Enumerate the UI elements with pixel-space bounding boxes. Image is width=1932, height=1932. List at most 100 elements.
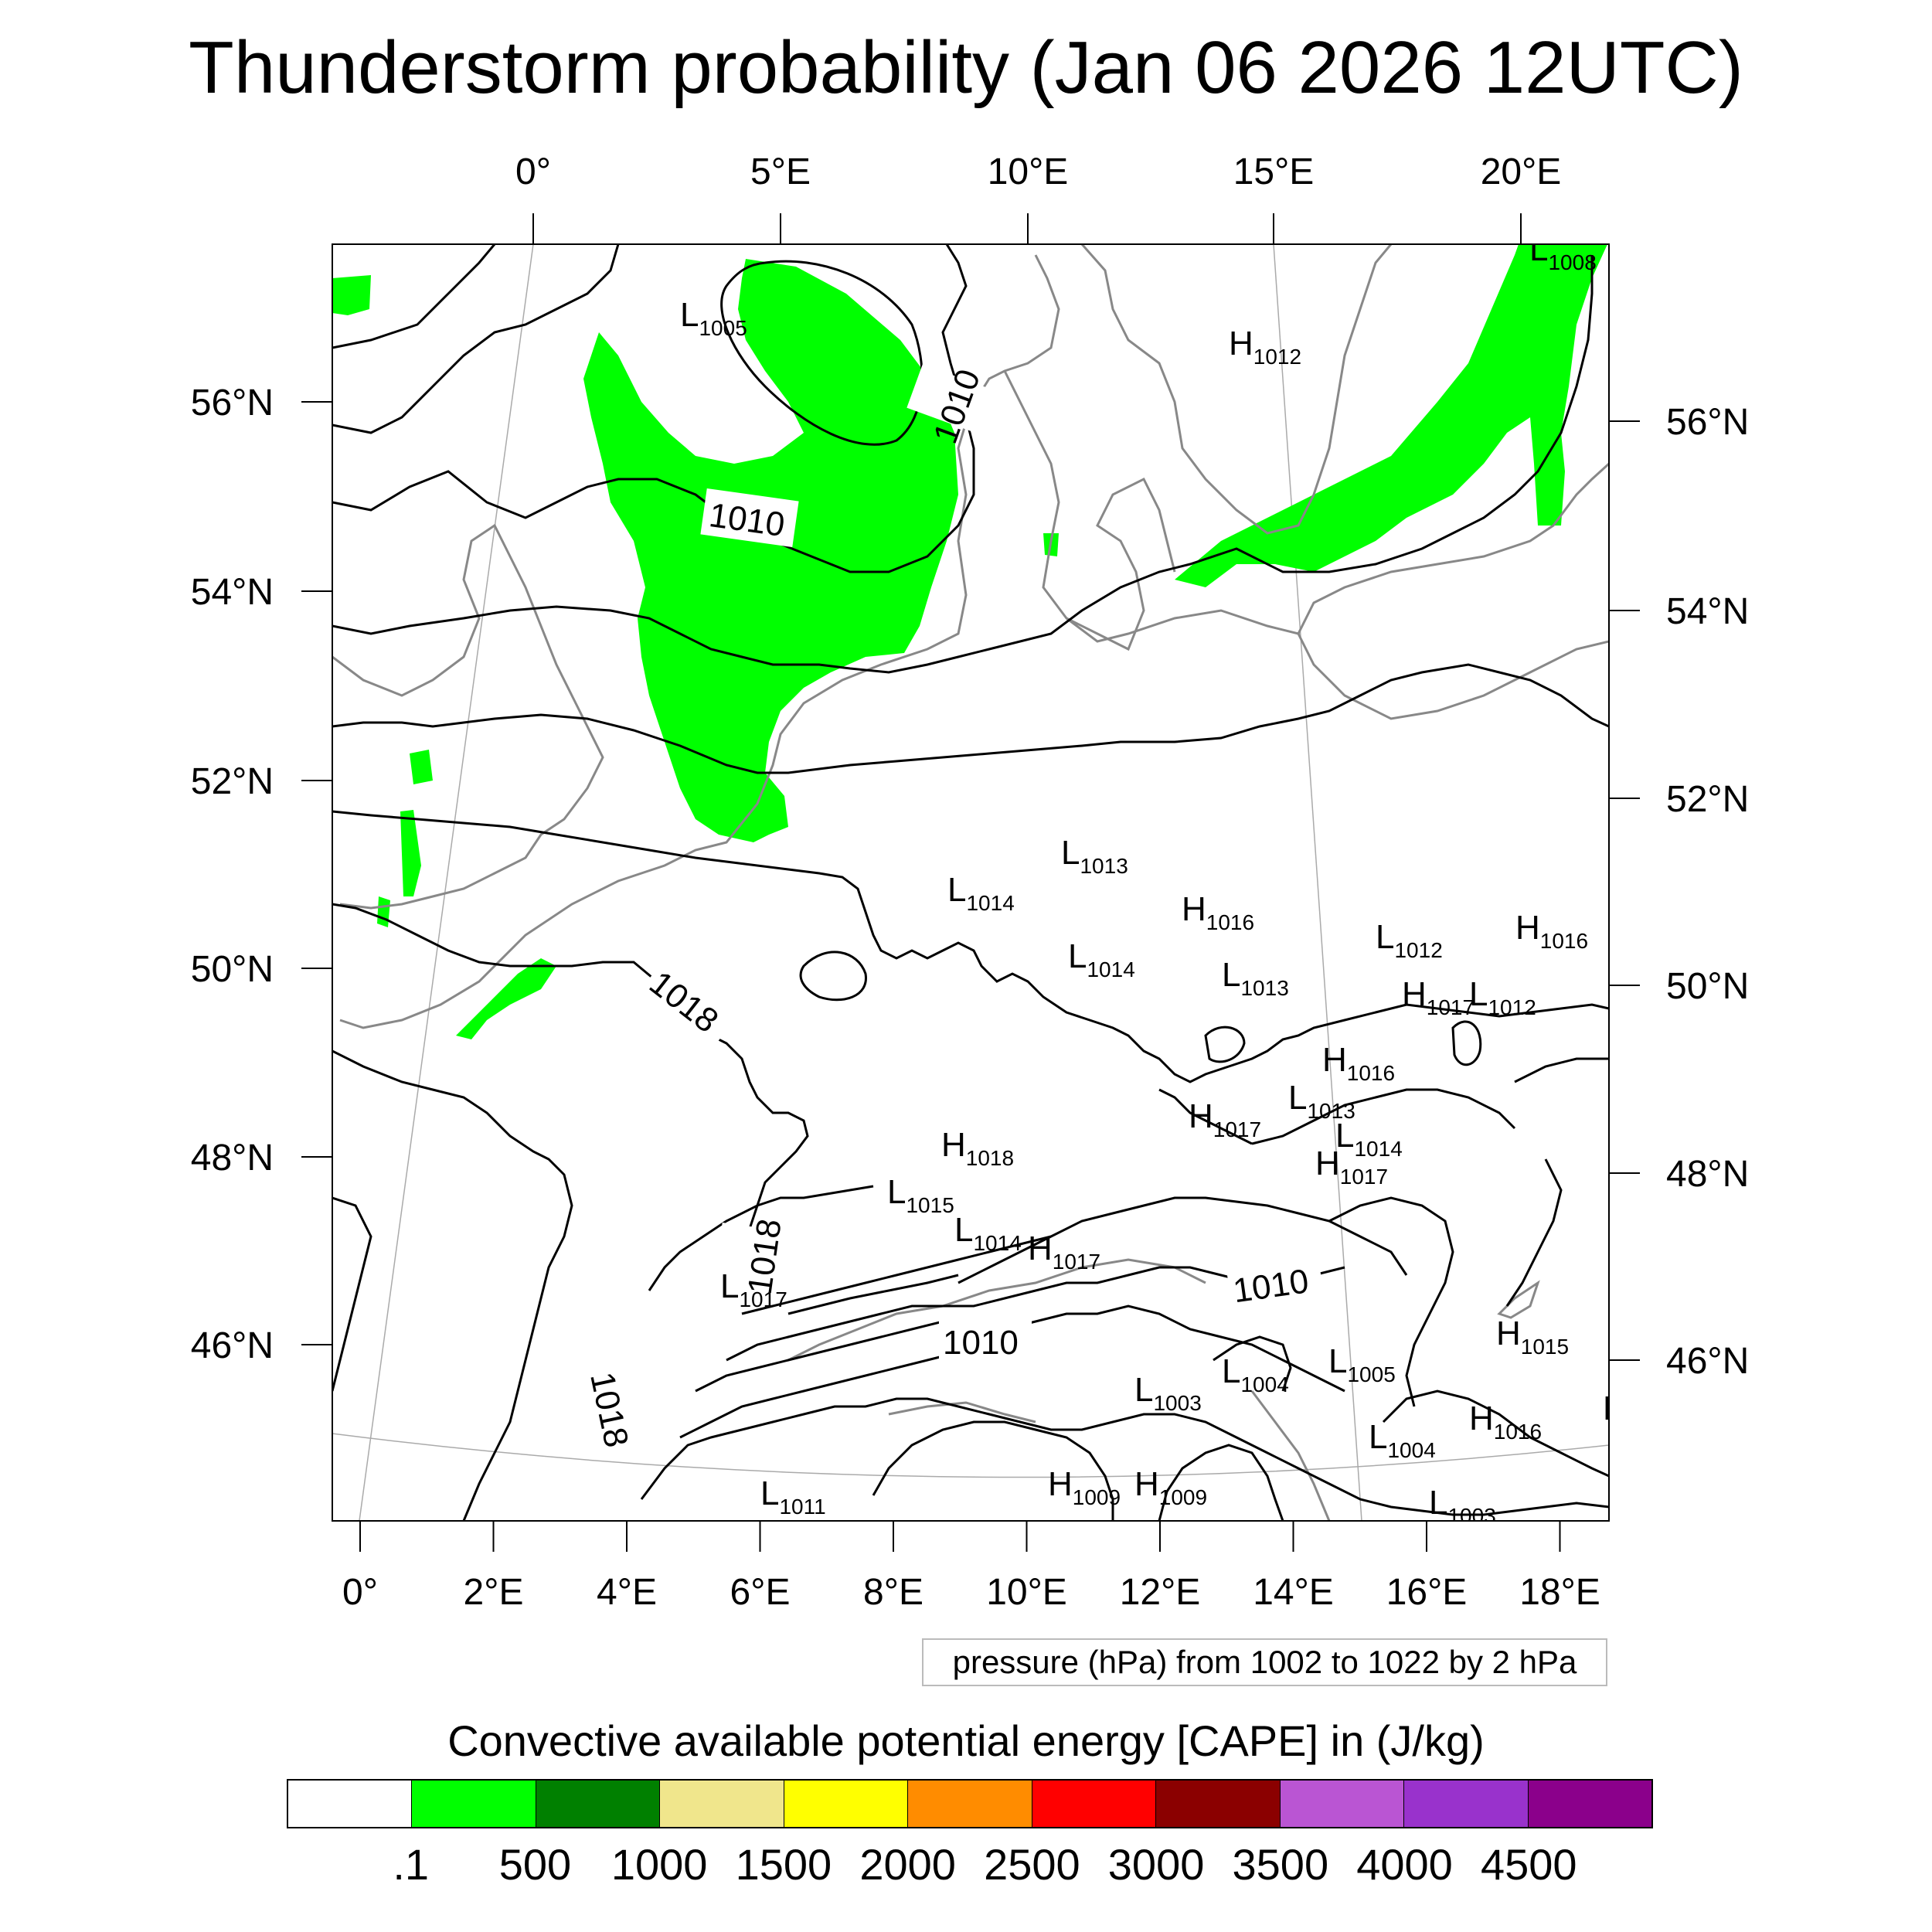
low-pressure-label: L1003 — [1134, 1371, 1202, 1415]
right-lat-label: 48°N — [1666, 1154, 1749, 1195]
parallel-45n — [332, 1433, 1609, 1478]
chart-title: Thunderstorm probability (Jan 06 2026 12… — [189, 26, 1743, 109]
border-north-1 — [1297, 633, 1609, 720]
high-pressure-label: H1016 — [1515, 909, 1588, 953]
isobar-23 — [1382, 1389, 1609, 1478]
coast-sweden-west — [1080, 244, 1393, 535]
isobar-label: 1010 — [943, 1324, 1019, 1362]
bottom-lon-label: 8°E — [863, 1572, 923, 1613]
cape-area-uk-2 — [410, 750, 433, 784]
low-pressure-label: L1005 — [680, 296, 747, 340]
low-pressure-label: L1003 — [1429, 1484, 1496, 1528]
isobar-10 — [648, 1185, 874, 1291]
colorbar-tick-label: 2500 — [984, 1840, 1080, 1889]
bottom-lon-label: 6°E — [730, 1572, 791, 1613]
map-frame — [332, 243, 1610, 1522]
high-pressure-label: H1017 — [1189, 1097, 1261, 1141]
bottom-lon-label: 2°E — [464, 1572, 524, 1613]
isobar-7 — [332, 903, 809, 1269]
low-pressure-label: L1012 — [1603, 1389, 1670, 1434]
bottom-lon-label: 16°E — [1386, 1572, 1468, 1613]
high-pressure-label: H1012 — [1229, 325, 1301, 369]
high-pressure-label: H1016 — [1469, 1400, 1542, 1444]
high-pressure-label: H1009 — [1048, 1465, 1121, 1509]
bottom-lon-label: 12°E — [1120, 1572, 1201, 1613]
border-alps — [787, 1258, 1206, 1362]
cape-area-small-1 — [377, 896, 390, 927]
isobar-4 — [332, 255, 1594, 674]
cape-area-north-sea — [583, 259, 958, 842]
contour-info-box: pressure (hPa) from 1002 to 1022 by 2 hP… — [922, 1638, 1607, 1686]
left-lat-label: 56°N — [191, 383, 274, 423]
cape-areas — [332, 244, 1607, 1039]
colorbar-labels: .1 500 1000 1500 2000 2500 3000 3500 4000 4500 — [0, 1838, 1932, 1900]
high-pressure-label: H1017 — [1315, 1145, 1388, 1189]
low-pressure-label: L1014 — [1335, 1117, 1403, 1161]
cape-area-uk-3 — [400, 810, 421, 896]
coast-denmark — [1003, 370, 1176, 651]
isobar-29 — [1251, 1088, 1516, 1145]
low-pressure-label: L1014 — [1068, 937, 1135, 981]
bottom-lon-label: 18°E — [1519, 1572, 1600, 1613]
high-pressure-label: H1017 — [1028, 1230, 1100, 1274]
cape-area-uk-1 — [332, 275, 371, 315]
low-pressure-label: L1014 — [947, 871, 1015, 915]
isobar-12 — [787, 1274, 959, 1315]
colorbar-swatch — [1528, 1781, 1651, 1827]
colorbar-tick-label: 4000 — [1356, 1840, 1453, 1889]
colorbar-title: Convective available potential energy [C… — [447, 1716, 1485, 1765]
isobar-6 — [332, 810, 1609, 1083]
colorbar-swatch — [1156, 1781, 1281, 1827]
isobar-22 — [1505, 1158, 1563, 1307]
low-pressure-label: L1013 — [1061, 834, 1128, 878]
colorbar-swatch — [536, 1781, 661, 1827]
graticule — [332, 244, 1609, 1521]
isobar-19 — [1158, 1444, 1284, 1521]
colorbar-swatch — [288, 1781, 413, 1827]
low-pressure-label: L1012 — [1469, 975, 1536, 1019]
cape-area-channel — [456, 958, 556, 1039]
isobar-3 — [332, 244, 975, 573]
low-pressure-label: L1012 — [1376, 918, 1443, 962]
isobar-26 — [1451, 1020, 1482, 1066]
isobar-25 — [1204, 1026, 1246, 1063]
high-pressure-label: H1016 — [1322, 1041, 1395, 1085]
colorbar-tick-label: 3000 — [1107, 1840, 1205, 1889]
isobar-1 — [332, 244, 496, 349]
low-pressure-label: L1017 — [720, 1267, 787, 1311]
top-lon-label: 5°E — [750, 151, 811, 192]
colorbar-swatch — [1404, 1781, 1529, 1827]
low-pressure-label: L1013 — [1222, 956, 1289, 1000]
top-lon-label: 10°E — [988, 151, 1069, 192]
high-pressure-label: H1016 — [1182, 890, 1254, 934]
low-pressure-label: L1011 — [760, 1475, 826, 1519]
high-pressure-label: H1017 — [1402, 975, 1475, 1019]
left-lat-label: 48°N — [191, 1138, 274, 1179]
isobar-5 — [332, 663, 1609, 774]
isobar-17 — [640, 1397, 1609, 1516]
low-pressure-label: L1004 — [1369, 1418, 1436, 1462]
isobar-8 — [332, 1049, 573, 1521]
top-lon-label: 20°E — [1481, 151, 1562, 192]
colorbar-tick-label: .1 — [393, 1840, 430, 1889]
coastlines — [332, 244, 1609, 1521]
bottom-lon-label: 10°E — [986, 1572, 1067, 1613]
low-pressure-label: L1015 — [887, 1173, 954, 1217]
low-pressure-label: L1013 — [1288, 1079, 1355, 1123]
colorbar-tick-label: 1000 — [611, 1840, 708, 1889]
bottom-lon-label: 14°E — [1253, 1572, 1334, 1613]
high-pressure-label: H1018 — [941, 1126, 1014, 1170]
colorbar-swatch — [784, 1781, 909, 1827]
colorbar-tick-label: 4500 — [1480, 1840, 1577, 1889]
colorbar-swatch — [412, 1781, 536, 1827]
isobar-27 — [1213, 1335, 1292, 1392]
isobar-21 — [1514, 1057, 1609, 1083]
coast-britain — [332, 523, 604, 910]
left-lat-label: 54°N — [191, 572, 274, 613]
isobar-18 — [872, 1420, 1114, 1521]
bottom-lon-label: 4°E — [597, 1572, 657, 1613]
coast-baltic-south — [1066, 462, 1609, 643]
isobar-2 — [332, 244, 620, 434]
left-lat-label: 52°N — [191, 761, 274, 802]
